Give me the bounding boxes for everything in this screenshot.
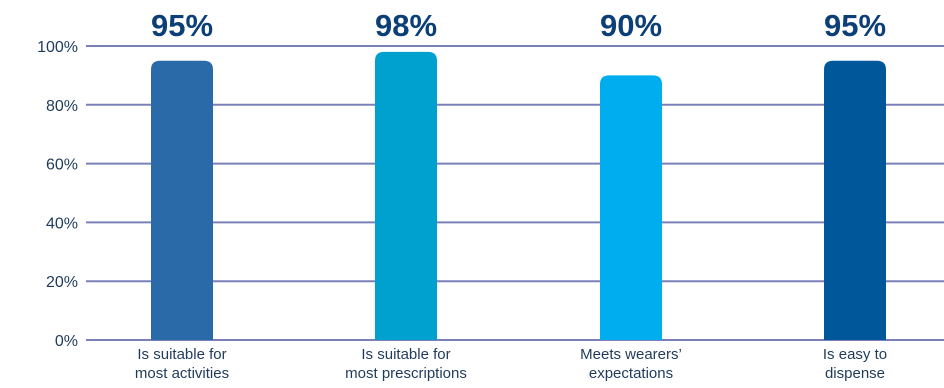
y-tick-label: 80% bbox=[46, 98, 78, 115]
bar bbox=[375, 51, 437, 340]
bar bbox=[600, 75, 662, 341]
bar bbox=[824, 60, 886, 340]
y-axis-tick-labels: 0% 20% 40% 60% 80% 100% bbox=[37, 39, 78, 350]
x-tick-label: expectations bbox=[589, 365, 673, 382]
data-label: 90% bbox=[600, 8, 662, 43]
x-tick-label: Is easy to bbox=[823, 346, 887, 363]
x-tick-label: most activities bbox=[135, 365, 229, 382]
y-tick-label: 20% bbox=[46, 274, 78, 291]
x-tick-label: Is suitable for bbox=[137, 346, 226, 363]
x-tick-label: most prescriptions bbox=[345, 365, 467, 382]
bar bbox=[151, 60, 213, 340]
bars bbox=[151, 51, 886, 341]
x-tick-label: Is suitable for bbox=[361, 346, 450, 363]
y-tick-label: 60% bbox=[46, 157, 78, 174]
value-labels: 95% 98% 90% 95% bbox=[151, 8, 886, 43]
y-tick-label: 40% bbox=[46, 215, 78, 232]
y-tick-label: 0% bbox=[55, 333, 78, 350]
data-label: 95% bbox=[151, 8, 213, 43]
y-tick-label: 100% bbox=[37, 39, 78, 56]
gridlines bbox=[86, 45, 944, 341]
x-tick-label: dispense bbox=[825, 365, 885, 382]
x-tick-label: Meets wearers’ bbox=[580, 346, 682, 363]
category-labels: Is suitable for most activities Is suitabl… bbox=[135, 346, 887, 382]
data-label: 95% bbox=[824, 8, 886, 43]
data-label: 98% bbox=[375, 8, 437, 43]
